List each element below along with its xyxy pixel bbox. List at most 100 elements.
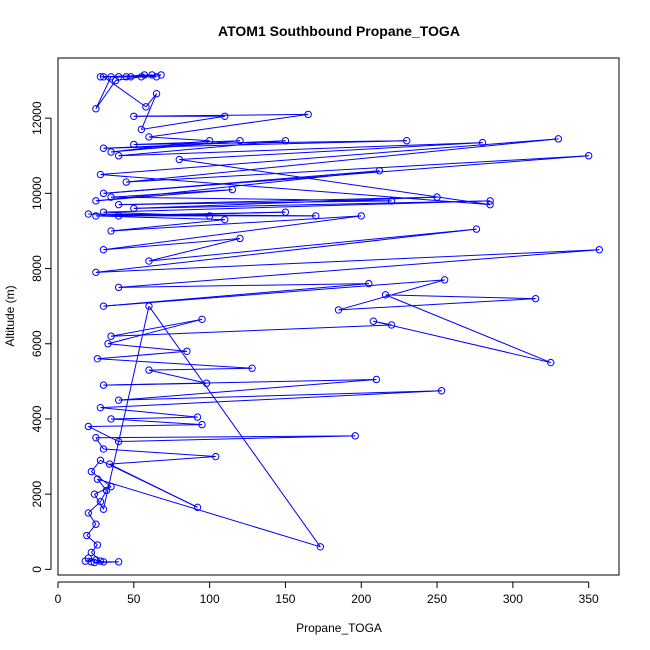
y-tick-label: 0 — [30, 566, 44, 573]
series-segment — [126, 155, 589, 183]
data-point — [145, 133, 153, 141]
data-point — [114, 396, 123, 404]
data-point — [93, 355, 102, 363]
series-segment — [118, 435, 356, 443]
data-point — [92, 434, 100, 442]
series-segment — [95, 249, 600, 273]
series-segment — [86, 535, 98, 546]
series-segment — [111, 416, 198, 420]
data-point — [387, 197, 396, 205]
data-point — [114, 283, 123, 292]
series-segment — [110, 318, 203, 337]
series-segment — [103, 382, 207, 386]
y-axis: 0 2000 4000 6000 8000 10000 12000 — [30, 101, 52, 573]
data-point — [175, 155, 183, 164]
data-point — [114, 437, 123, 446]
x-axis: 0 50 100 150 200 250 300 350 — [55, 581, 599, 606]
series-segment — [111, 418, 203, 426]
x-tick-label: 300 — [503, 592, 523, 606]
data-point — [211, 452, 220, 461]
series-segment — [141, 115, 225, 130]
series-segment — [103, 211, 210, 217]
data-point — [87, 467, 96, 476]
series-segment — [88, 426, 119, 442]
data-point — [87, 548, 96, 557]
x-tick-label: 100 — [200, 592, 220, 606]
series-segment — [148, 237, 241, 262]
x-tick-label: 150 — [275, 592, 295, 606]
data-point — [148, 71, 156, 79]
data-point — [281, 208, 290, 216]
data-point — [114, 152, 123, 160]
series-segment — [100, 490, 107, 502]
data-point — [145, 366, 153, 374]
series-segment — [133, 200, 491, 209]
data-point — [92, 520, 100, 528]
y-tick-label: 6000 — [30, 330, 44, 357]
data-point — [236, 234, 244, 243]
series-segment — [133, 140, 240, 145]
data-point — [437, 387, 446, 395]
y-axis-label: Altitude (m) — [3, 285, 17, 346]
series-segment — [97, 478, 107, 491]
series-segment — [385, 294, 551, 364]
series-segment — [88, 424, 203, 427]
series-segment — [103, 283, 369, 307]
data-point — [381, 291, 390, 299]
data-point — [157, 71, 165, 79]
y-tick-label: 8000 — [30, 255, 44, 282]
data-point — [334, 306, 343, 314]
data-point — [130, 140, 138, 149]
data-point — [92, 105, 100, 113]
series-segment — [148, 305, 321, 548]
series-segment — [145, 93, 157, 108]
data-point — [84, 210, 93, 218]
data-point — [96, 456, 105, 465]
data-point — [84, 554, 93, 562]
series-segment — [118, 249, 600, 288]
data-point — [107, 73, 115, 81]
x-tick-label: 50 — [127, 592, 141, 606]
series-segment — [148, 367, 253, 371]
x-axis-label: Propane_TOGA — [296, 621, 382, 635]
series-segment — [118, 196, 438, 206]
series-segment — [91, 471, 112, 488]
data-point — [92, 268, 100, 277]
data-point — [137, 125, 146, 134]
series-segment — [100, 138, 559, 176]
series-segment — [111, 140, 210, 153]
series-segment — [111, 324, 392, 337]
series-segment — [148, 113, 309, 138]
data-point — [99, 302, 108, 310]
data-point — [96, 557, 105, 565]
series-segment — [103, 155, 589, 194]
data-point — [198, 420, 206, 429]
series-segment — [111, 215, 362, 232]
x-tick-label: 350 — [579, 592, 599, 606]
data-point — [96, 170, 105, 179]
series-segment — [95, 435, 356, 439]
data-point — [433, 193, 441, 201]
data-point — [142, 103, 150, 111]
series-segment — [118, 283, 369, 288]
data-point — [316, 543, 325, 551]
x-tick-label: 250 — [427, 592, 447, 606]
data-point — [104, 340, 112, 348]
series-segment — [87, 501, 101, 514]
series-segment — [95, 228, 477, 273]
series-segment — [118, 200, 392, 206]
series-segment — [103, 448, 216, 458]
series-segment — [179, 142, 483, 161]
series-segment — [87, 512, 97, 525]
y-tick-label: 10000 — [30, 176, 44, 210]
series-segment — [103, 237, 240, 251]
data-point — [152, 73, 161, 81]
series-segment — [95, 80, 117, 110]
data-point — [236, 137, 244, 145]
data-point — [99, 505, 108, 513]
data-point — [312, 212, 320, 220]
data-point — [202, 379, 211, 387]
series-segment — [179, 159, 491, 206]
plot-area-border — [57, 57, 620, 576]
data-point — [102, 486, 111, 495]
